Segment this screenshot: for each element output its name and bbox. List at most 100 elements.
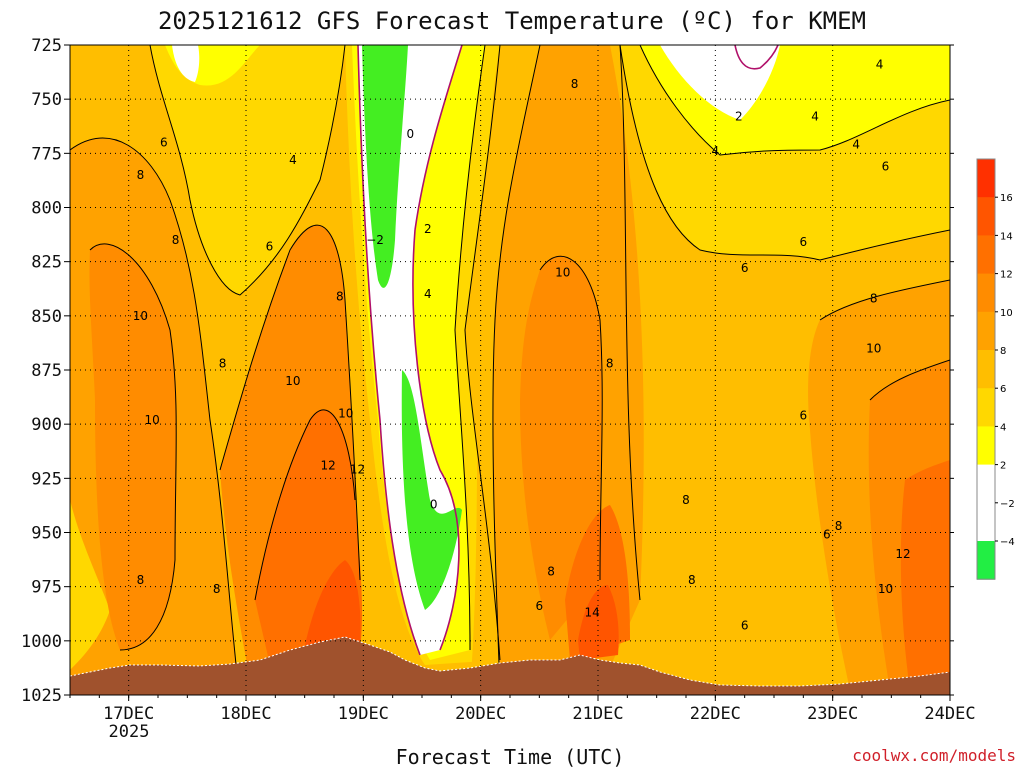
x-axis: 17DEC 18DEC 19DEC 20DEC 21DEC 22DEC 23DEC 24DEC — [69, 695, 976, 724]
gridlines — [70, 45, 950, 695]
contour-label: 4 — [852, 138, 860, 152]
temp-band-minus4-lower — [401, 370, 462, 610]
temp-band-10-left — [89, 243, 177, 651]
y-tick-label: 925 — [31, 469, 62, 489]
contour-label: 2 — [735, 110, 743, 124]
colorbar-swatch — [977, 388, 995, 427]
contour-label: 4 — [712, 144, 720, 158]
contour-label: 10 — [133, 309, 148, 323]
y-tick-label: 900 — [31, 415, 62, 435]
contour-label: −2 — [366, 233, 384, 247]
contour-label: 8 — [571, 77, 579, 91]
y-tick-label: 1000 — [21, 632, 62, 652]
colorbar-label: −4 — [1000, 537, 1015, 548]
contour-label: 12 — [895, 547, 910, 561]
contour-line-10-far-right — [869, 359, 950, 401]
contour-line-10-mid — [219, 224, 361, 581]
contour-label: 2 — [424, 222, 432, 236]
contour-label: 6 — [823, 528, 831, 542]
temp-band-14-right — [578, 585, 619, 660]
contour-label: 10 — [878, 582, 893, 596]
y-tick-label: 975 — [31, 578, 62, 598]
contour-label: 8 — [870, 292, 878, 306]
colorbar: 16 14 12 10 8 6 4 2 −2 −4 — [976, 158, 1015, 580]
y-tick-label: 725 — [31, 36, 62, 56]
colorbar-label: 6 — [1000, 384, 1006, 395]
colorbar-swatch — [977, 159, 995, 198]
y-axis: 7257507758008258508759009259509751000102… — [21, 36, 954, 706]
contour-label: 8 — [606, 357, 614, 371]
freezing-line-top-right — [734, 45, 779, 70]
x-tick-label: 19DEC — [338, 704, 389, 724]
contour-label: 8 — [219, 357, 227, 371]
temp-band-0-far-right — [660, 45, 780, 120]
plot-area — [70, 45, 950, 695]
contour-label: 6 — [741, 619, 749, 633]
colorbar-swatch — [977, 350, 995, 389]
colorbar-label: 4 — [1000, 422, 1006, 433]
colorbar-label: 16 — [1000, 193, 1013, 204]
contour-line-8-far-right — [819, 279, 950, 321]
contour-line-2-far-right — [639, 45, 950, 156]
contour-label: 12 — [350, 463, 365, 477]
contour-label: 6 — [536, 599, 544, 613]
colorbar-swatch — [977, 426, 995, 466]
colorbar-swatch — [977, 197, 995, 236]
contour-label: 8 — [682, 493, 690, 507]
colorbar-swatch — [977, 464, 995, 504]
temp-band-12-far-right — [900, 460, 950, 690]
y-tick-label: 875 — [31, 361, 62, 381]
y-tick-label: 850 — [31, 307, 62, 327]
contour-label: 8 — [835, 519, 843, 533]
contour-lines — [70, 45, 950, 695]
contour-label: 8 — [688, 573, 696, 587]
y-tick-label: 775 — [31, 144, 62, 164]
contour-label: 4 — [876, 58, 884, 72]
x-tick-label: 20DEC — [455, 704, 506, 724]
contour-label: 8 — [137, 573, 145, 587]
contour-label: 0 — [406, 127, 414, 141]
temp-band-14-mid — [305, 560, 361, 645]
contour-line-4-cold — [464, 45, 501, 661]
colorbar-label: 14 — [1000, 231, 1013, 242]
contour-line-10-left — [89, 243, 177, 651]
contour-label: 10 — [338, 406, 353, 420]
colorbar-swatch — [977, 273, 995, 313]
contour-line-4-far-right — [619, 45, 950, 261]
temp-band-6-left-edge — [70, 500, 110, 670]
contour-label: 6 — [800, 235, 808, 249]
y-tick-label: 825 — [31, 253, 62, 273]
contour-label: 14 — [584, 606, 599, 620]
colorbar-frame — [976, 158, 996, 580]
contour-label: 6 — [160, 136, 168, 150]
colorbar-label: 8 — [1000, 346, 1006, 357]
contour-label: 8 — [547, 565, 555, 579]
temp-band-minus2-upper — [362, 45, 408, 288]
contour-label: 4 — [811, 110, 819, 124]
colorbar-label: 10 — [1000, 308, 1013, 319]
contour-label: 10 — [866, 341, 881, 355]
x-tick-label: 24DEC — [924, 704, 975, 724]
temp-band-0-upper-left — [172, 45, 200, 82]
x-axis-title: Forecast Time (UTC) — [396, 745, 625, 768]
colorbar-label: −2 — [1000, 499, 1015, 510]
contour-label: 12 — [320, 458, 335, 472]
contour-line-2-cold — [454, 45, 486, 651]
y-tick-label: 950 — [31, 524, 62, 544]
contour-label: 10 — [285, 374, 300, 388]
x-year-label: 2025 — [109, 722, 150, 742]
freezing-lines — [357, 45, 779, 656]
freezing-line-main — [357, 45, 421, 656]
colorbar-swatch — [977, 502, 995, 542]
x-tick-label: 22DEC — [690, 704, 741, 724]
colorbar-swatch — [977, 541, 995, 580]
x-tick-label: 23DEC — [807, 704, 858, 724]
y-tick-label: 750 — [31, 90, 62, 110]
contour-label: 6 — [882, 159, 890, 173]
contour-label: 6 — [741, 261, 749, 275]
contour-line-6-right — [492, 45, 541, 691]
credit-text: coolwx.com/models — [852, 746, 1016, 765]
x-tick-label: 18DEC — [220, 704, 271, 724]
